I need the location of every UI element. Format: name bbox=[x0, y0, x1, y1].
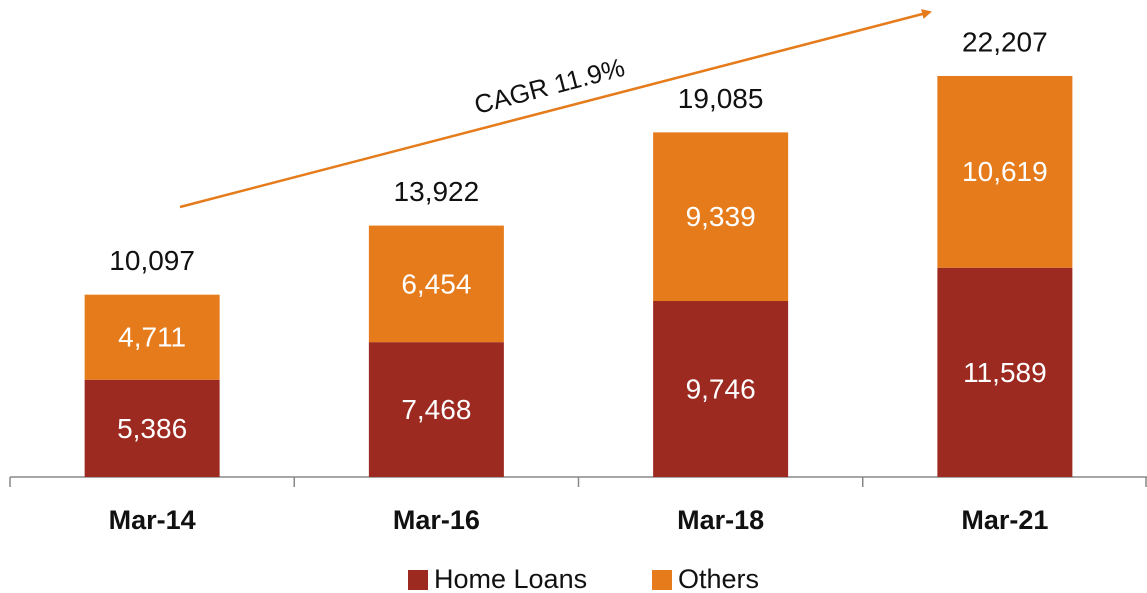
value-label: 9,339 bbox=[686, 201, 756, 232]
bar-segment bbox=[653, 132, 789, 302]
bar-segment bbox=[368, 225, 504, 343]
x-tick-label: Mar-14 bbox=[109, 505, 196, 535]
total-label: 13,922 bbox=[394, 176, 480, 207]
legend-label: Home Loans bbox=[434, 564, 587, 593]
value-label: 10,619 bbox=[962, 156, 1048, 187]
value-label: 4,711 bbox=[118, 322, 186, 353]
value-label: 11,589 bbox=[963, 357, 1047, 388]
total-label: 10,097 bbox=[109, 245, 195, 276]
x-tick-label: Mar-16 bbox=[393, 505, 480, 535]
value-label: 6,454 bbox=[401, 268, 471, 299]
cagr-arrow bbox=[179, 9, 932, 209]
legend-label: Others bbox=[678, 564, 759, 593]
legend-swatch bbox=[652, 570, 672, 590]
total-label: 22,207 bbox=[962, 26, 1048, 57]
bar-segment bbox=[84, 379, 220, 477]
value-label: 5,386 bbox=[117, 413, 187, 444]
bar-segment bbox=[937, 267, 1073, 477]
bar-segment bbox=[84, 294, 220, 380]
total-label: 19,085 bbox=[678, 83, 764, 114]
bar-segment bbox=[653, 301, 789, 477]
x-tick-label: Mar-21 bbox=[961, 505, 1048, 535]
legend-swatch bbox=[408, 570, 428, 590]
value-label: 7,468 bbox=[401, 394, 471, 425]
bar-segment bbox=[937, 75, 1073, 268]
bar-segment bbox=[368, 342, 504, 477]
value-label: 9,746 bbox=[686, 373, 756, 404]
x-tick-label: Mar-18 bbox=[677, 505, 764, 535]
